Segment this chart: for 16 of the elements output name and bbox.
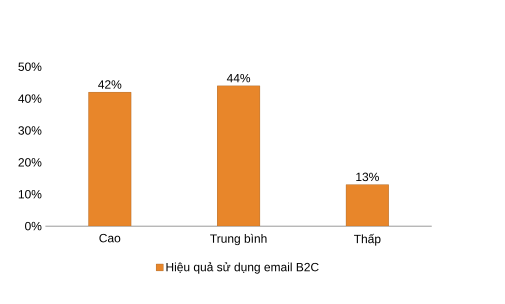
x-tick-label: Cao: [99, 234, 120, 242]
legend-label: Hiệu quả sử dụng email B2C: [166, 262, 319, 274]
x-tick-label: Trung bình: [210, 234, 266, 246]
y-tick-label: 30%: [18, 126, 42, 135]
x-tick-label: Thấp: [354, 234, 380, 246]
bar: [346, 184, 389, 226]
y-tick-label: 20%: [18, 158, 42, 167]
data-label: 44%: [226, 74, 250, 82]
data-label: 13%: [356, 172, 379, 182]
bar: [217, 86, 260, 226]
y-tick-label: 10%: [18, 190, 42, 198]
bar: [88, 92, 132, 226]
y-tick-label: 40%: [18, 94, 42, 103]
y-tick-label: 0%: [25, 222, 42, 230]
y-tick-label: 50%: [18, 62, 42, 71]
data-label: 42%: [98, 80, 122, 89]
